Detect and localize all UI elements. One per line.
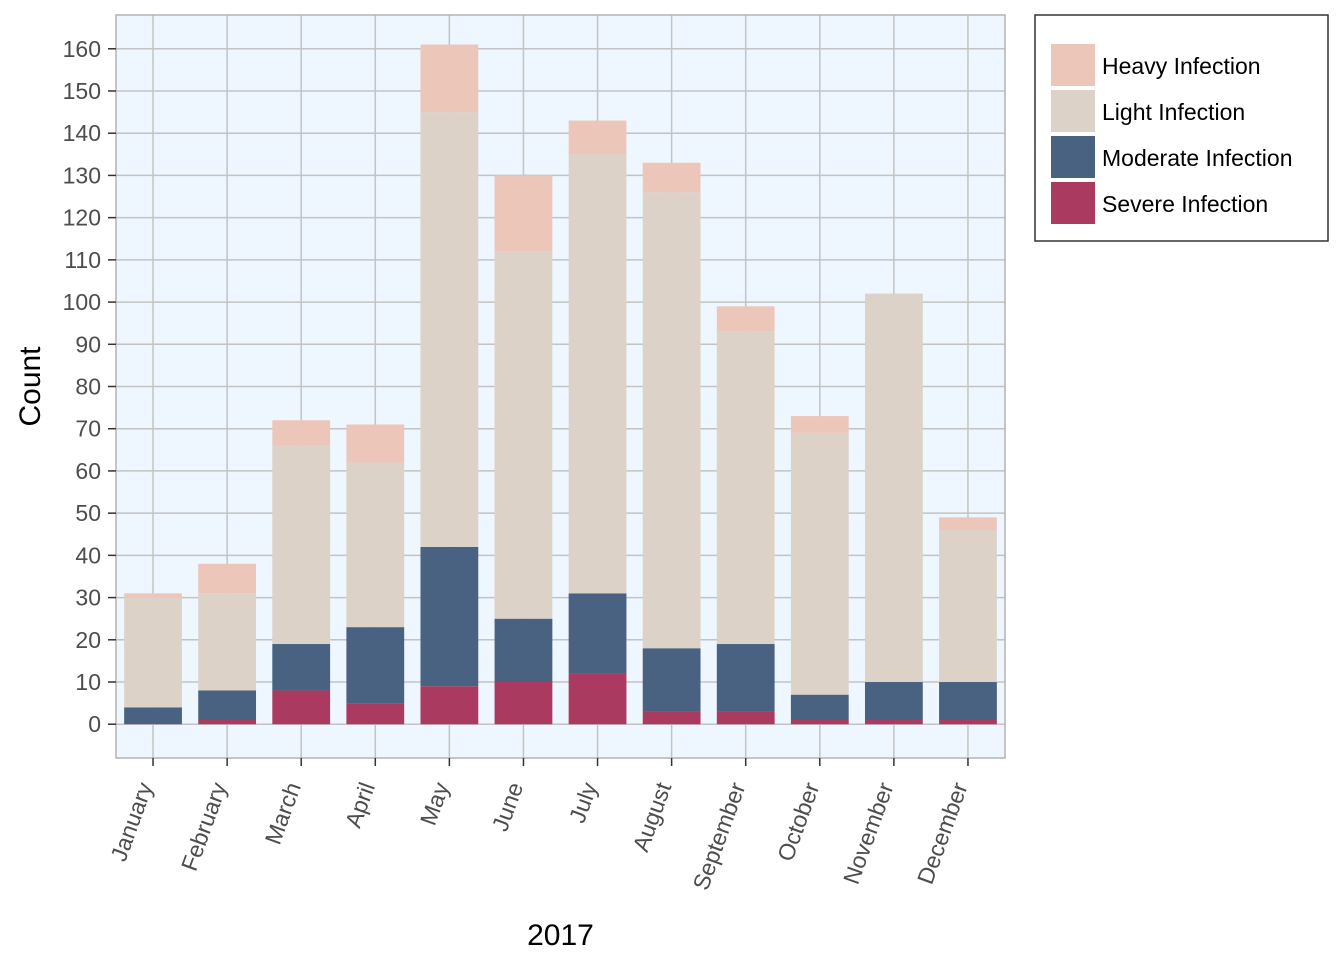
x-tick-label-march: March xyxy=(260,779,306,848)
y-tick-label: 160 xyxy=(63,36,101,62)
y-tick-label: 20 xyxy=(75,627,101,653)
bar-light-infection-march xyxy=(272,445,331,645)
y-tick-label: 40 xyxy=(75,542,101,568)
y-tick-label: 110 xyxy=(64,247,101,273)
bar-heavy-infection-august xyxy=(642,162,701,193)
bar-severe-infection-july xyxy=(568,673,627,725)
legend-label-moderate-infection: Moderate Infection xyxy=(1102,145,1293,171)
bar-heavy-infection-december xyxy=(939,517,997,531)
legend-key-heavy-infection xyxy=(1051,44,1095,86)
y-tick-label: 50 xyxy=(75,500,101,526)
legend-label-heavy-infection: Heavy Infection xyxy=(1102,53,1261,79)
bar-light-infection-december xyxy=(939,530,997,683)
x-tick-label-october: October xyxy=(772,779,825,865)
bar-moderate-infection-july xyxy=(568,593,627,674)
bar-heavy-infection-january xyxy=(124,593,182,598)
bar-light-infection-september xyxy=(716,331,775,645)
y-tick-label: 70 xyxy=(75,416,101,442)
legend-key-moderate-infection xyxy=(1051,136,1095,178)
y-tick-label: 0 xyxy=(88,711,101,737)
bars xyxy=(124,44,997,725)
bar-moderate-infection-december xyxy=(939,682,997,721)
bar-light-infection-august xyxy=(642,192,701,649)
y-tick-label: 30 xyxy=(75,585,101,611)
bar-heavy-infection-october xyxy=(790,416,849,433)
bar-heavy-infection-march xyxy=(272,420,331,446)
bar-severe-infection-february xyxy=(198,720,257,725)
bar-severe-infection-may xyxy=(420,686,479,725)
y-tick-label: 90 xyxy=(75,331,101,357)
bar-severe-infection-march xyxy=(272,690,331,725)
bar-light-infection-may xyxy=(420,112,479,547)
x-tick-label-july: July xyxy=(564,778,603,826)
bar-moderate-infection-november xyxy=(864,682,923,721)
bar-moderate-infection-september xyxy=(716,644,775,712)
y-axis-title: Count xyxy=(14,346,47,427)
bar-light-infection-june xyxy=(494,251,553,619)
legend-label-light-infection: Light Infection xyxy=(1102,99,1245,125)
bar-moderate-infection-february xyxy=(198,690,257,721)
legend-key-light-infection xyxy=(1051,90,1095,132)
x-tick-label-february: February xyxy=(176,778,232,874)
y-tick-label: 150 xyxy=(63,78,101,104)
bar-light-infection-october xyxy=(790,432,849,695)
x-tick-label-april: April xyxy=(340,779,380,831)
bar-moderate-infection-may xyxy=(420,546,479,687)
bar-moderate-infection-april xyxy=(346,627,405,704)
bar-light-infection-november xyxy=(864,293,923,683)
x-tick-label-august: August xyxy=(627,778,676,855)
bar-heavy-infection-february xyxy=(198,563,257,594)
bar-severe-infection-october xyxy=(790,720,849,725)
bar-severe-infection-december xyxy=(939,720,997,725)
x-tick-label-december: December xyxy=(912,779,973,888)
y-tick-label: 120 xyxy=(63,205,101,231)
y-tick-label: 130 xyxy=(63,162,101,188)
y-axis: 0 10 20 30 40 50 60 70 80 90 100 110 120 130 140 150 160 xyxy=(63,36,116,737)
bar-light-infection-july xyxy=(568,154,627,594)
bar-moderate-infection-august xyxy=(642,648,701,712)
bar-heavy-infection-april xyxy=(346,424,405,463)
y-tick-label: 80 xyxy=(75,374,101,400)
bar-moderate-infection-october xyxy=(790,694,849,721)
bar-severe-infection-september xyxy=(716,711,775,725)
x-tick-label-september: September xyxy=(687,779,750,894)
y-tick-label: 10 xyxy=(75,669,101,695)
legend-key-severe-infection xyxy=(1051,182,1095,224)
legend: Heavy Infection Light Infection Moderate I… xyxy=(1034,14,1329,242)
y-tick-label: 100 xyxy=(63,289,101,315)
bar-moderate-infection-january xyxy=(124,707,182,725)
bar-severe-infection-april xyxy=(346,703,405,725)
x-axis-title: 2017 xyxy=(527,919,594,952)
bar-light-infection-january xyxy=(124,597,182,708)
bar-heavy-infection-june xyxy=(494,175,553,252)
bar-severe-infection-august xyxy=(642,711,701,725)
x-axis: January February March April May June July Augu… xyxy=(105,758,973,894)
bar-light-infection-april xyxy=(346,462,405,628)
y-tick-label: 140 xyxy=(63,120,101,146)
bar-severe-infection-june xyxy=(494,682,553,725)
bar-heavy-infection-july xyxy=(568,120,627,155)
bar-light-infection-february xyxy=(198,593,257,691)
bar-severe-infection-november xyxy=(864,720,923,725)
bar-heavy-infection-september xyxy=(716,306,775,332)
x-tick-label-january: January xyxy=(105,778,158,864)
x-tick-label-may: May xyxy=(415,778,454,828)
x-tick-label-june: June xyxy=(487,779,528,835)
x-tick-label-november: November xyxy=(838,779,899,888)
bar-moderate-infection-march xyxy=(272,644,331,691)
y-tick-label: 60 xyxy=(75,458,101,484)
bar-heavy-infection-may xyxy=(420,44,479,113)
legend-label-severe-infection: Severe Infection xyxy=(1102,191,1268,217)
bar-moderate-infection-june xyxy=(494,618,553,683)
